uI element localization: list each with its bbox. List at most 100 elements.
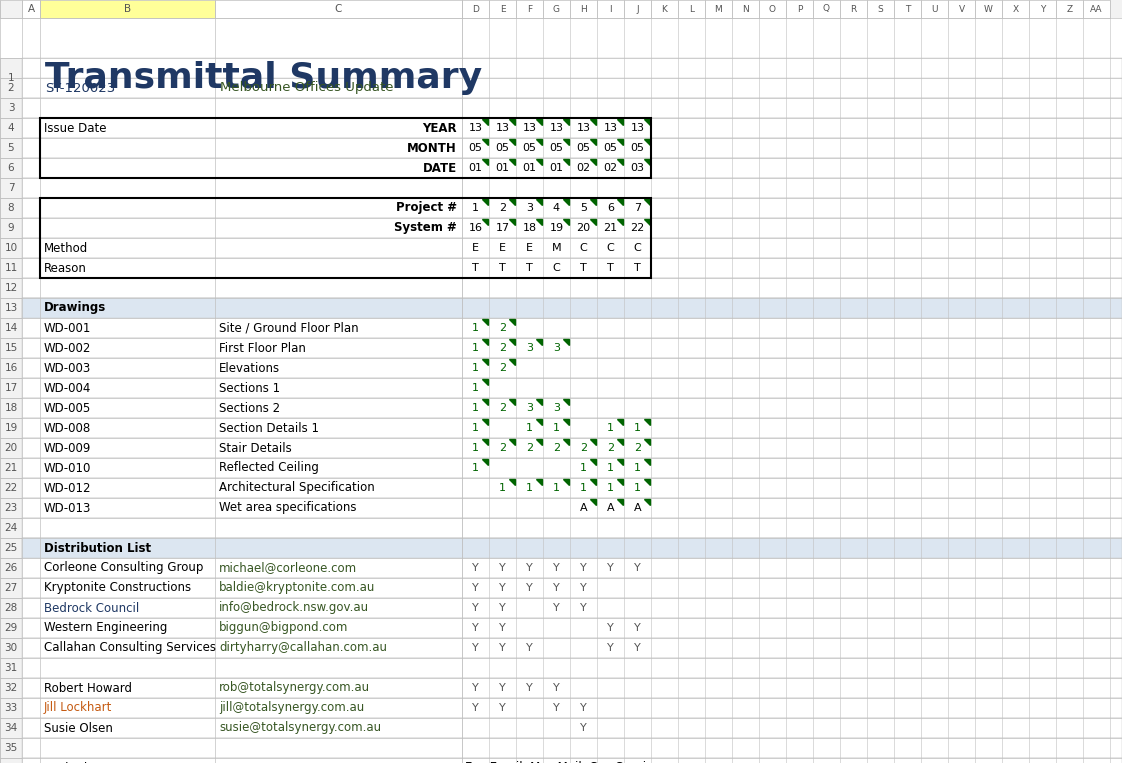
Text: 13: 13 — [631, 123, 644, 133]
Polygon shape — [482, 399, 488, 405]
Polygon shape — [482, 199, 488, 205]
Bar — [22, 678, 1122, 698]
Text: Y: Y — [526, 583, 533, 593]
Bar — [22, 58, 1122, 98]
Bar — [570, 0, 597, 18]
Text: 3: 3 — [526, 343, 533, 353]
Text: J: J — [636, 5, 638, 14]
Text: 3: 3 — [526, 203, 533, 213]
Bar — [758, 0, 787, 18]
Text: 1: 1 — [499, 483, 506, 493]
Bar — [705, 0, 732, 18]
Text: 1: 1 — [472, 383, 479, 393]
Polygon shape — [563, 139, 569, 145]
Text: 32: 32 — [4, 683, 18, 693]
Text: 2: 2 — [499, 343, 506, 353]
Text: AA: AA — [1091, 5, 1103, 14]
Polygon shape — [563, 439, 569, 445]
Polygon shape — [617, 199, 623, 205]
Polygon shape — [482, 319, 488, 325]
Text: 05: 05 — [523, 143, 536, 153]
Text: Y: Y — [499, 603, 506, 613]
Text: 9: 9 — [8, 223, 15, 233]
Text: 1: 1 — [607, 483, 614, 493]
Text: info@bedrock.nsw.gov.au: info@bedrock.nsw.gov.au — [219, 601, 369, 614]
Text: Distribution List: Distribution List — [44, 542, 151, 555]
Polygon shape — [509, 159, 515, 165]
Text: 4: 4 — [553, 203, 560, 213]
Text: 2: 2 — [499, 403, 506, 413]
Text: E = Email, M = Mail, C = Courier: E = Email, M = Mail, C = Courier — [465, 761, 659, 763]
Text: H: H — [580, 5, 587, 14]
Bar — [516, 0, 543, 18]
Text: Y: Y — [526, 643, 533, 653]
Bar — [0, 558, 22, 578]
Polygon shape — [644, 479, 650, 485]
Polygon shape — [590, 479, 596, 485]
Text: 35: 35 — [4, 743, 18, 753]
Bar — [813, 0, 840, 18]
Text: Y: Y — [499, 643, 506, 653]
Bar — [22, 558, 1122, 578]
Polygon shape — [536, 399, 542, 405]
Text: B: B — [123, 4, 131, 14]
Polygon shape — [509, 319, 515, 325]
Text: 1: 1 — [553, 483, 560, 493]
Text: 1: 1 — [553, 423, 560, 433]
Polygon shape — [509, 399, 515, 405]
Text: 6: 6 — [8, 163, 15, 173]
Bar — [0, 638, 22, 658]
Text: 4: 4 — [8, 123, 15, 133]
Text: Sections 2: Sections 2 — [219, 401, 280, 414]
Text: 5: 5 — [580, 203, 587, 213]
Bar — [22, 658, 1122, 678]
Text: 1: 1 — [472, 403, 479, 413]
Bar — [489, 0, 516, 18]
Bar — [0, 678, 22, 698]
Text: Q: Q — [824, 5, 830, 14]
Bar — [22, 598, 1122, 618]
Text: baldie@kryptonite.com.au: baldie@kryptonite.com.au — [219, 581, 376, 594]
Text: P: P — [797, 5, 802, 14]
Text: Y: Y — [580, 583, 587, 593]
Polygon shape — [617, 439, 623, 445]
Text: 01: 01 — [496, 163, 509, 173]
Text: 1: 1 — [472, 463, 479, 473]
Bar — [0, 698, 22, 718]
Text: Y: Y — [553, 683, 560, 693]
Text: Y: Y — [1040, 5, 1046, 14]
Text: 1: 1 — [472, 423, 479, 433]
Text: 1: 1 — [607, 463, 614, 473]
Bar — [40, 0, 215, 18]
Polygon shape — [563, 419, 569, 425]
Bar — [948, 0, 975, 18]
Text: Western Engineering: Western Engineering — [44, 622, 167, 635]
Text: C: C — [580, 243, 588, 253]
Polygon shape — [644, 199, 650, 205]
Text: WD-010: WD-010 — [44, 462, 91, 475]
Polygon shape — [536, 219, 542, 225]
Text: Y: Y — [634, 563, 641, 573]
Text: 1: 1 — [580, 483, 587, 493]
Text: WD-004: WD-004 — [44, 382, 91, 394]
Text: Y: Y — [499, 583, 506, 593]
Text: Elevations: Elevations — [219, 362, 280, 375]
Bar — [22, 498, 1122, 518]
Text: Y: Y — [634, 623, 641, 633]
Text: Kryptonite Constructions: Kryptonite Constructions — [44, 581, 191, 594]
Text: 2: 2 — [553, 443, 560, 453]
Polygon shape — [509, 359, 515, 365]
Text: Drawings: Drawings — [44, 301, 107, 314]
Polygon shape — [590, 459, 596, 465]
Text: C: C — [334, 4, 342, 14]
Bar — [22, 218, 1122, 238]
Bar — [0, 538, 22, 558]
Text: L: L — [689, 5, 695, 14]
Polygon shape — [536, 479, 542, 485]
Text: I: I — [609, 5, 611, 14]
Text: 20: 20 — [4, 443, 18, 453]
Text: 12: 12 — [4, 283, 18, 293]
Bar — [0, 198, 22, 218]
Bar — [0, 418, 22, 438]
Bar — [0, 738, 22, 758]
